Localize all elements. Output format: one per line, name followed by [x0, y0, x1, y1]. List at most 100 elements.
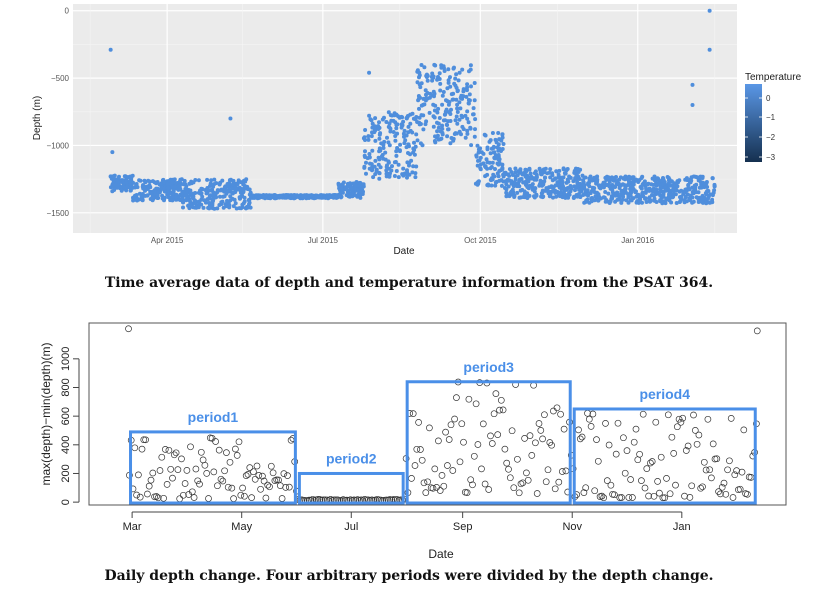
depth-point: [689, 178, 694, 183]
depth-point: [362, 164, 367, 169]
daily-change-point: [576, 435, 584, 443]
daily-change-point: [632, 425, 640, 433]
depth-point: [467, 69, 471, 74]
depth-point: [196, 178, 201, 183]
daily-change-point: [278, 495, 286, 502]
depth-point: [572, 169, 577, 173]
daily-change-point: [210, 468, 218, 476]
daily-change-point: [411, 462, 419, 469]
depth-point: [493, 167, 497, 171]
daily-change-point: [722, 490, 730, 498]
depth-point: [287, 195, 292, 200]
depth-point: [613, 191, 618, 196]
depth-point: [177, 186, 182, 191]
daily-change-point: [614, 419, 622, 427]
depth-point: [702, 195, 707, 200]
depth-point: [212, 206, 217, 211]
daily-change-point: [136, 493, 144, 501]
depth-point: [594, 179, 599, 184]
depth-point: [131, 180, 135, 185]
depth-point: [384, 120, 389, 124]
depth-point: [359, 189, 364, 194]
depth-point: [438, 129, 443, 134]
depth-point: [412, 140, 416, 145]
depth-point: [392, 174, 397, 178]
depth-point: [440, 123, 445, 128]
depth-point: [417, 120, 422, 125]
depth-point: [382, 139, 387, 144]
depth-point: [587, 200, 592, 205]
daily-change-point: [704, 415, 712, 423]
x-axis-ticks: Mar May Jul Sep Nov Jan: [123, 511, 691, 533]
depth-point: [309, 193, 314, 198]
depth-point: [483, 174, 488, 179]
daily-change-point: [219, 477, 227, 485]
depth-point: [489, 183, 494, 188]
daily-change-point: [535, 420, 543, 427]
depth-point: [517, 184, 522, 189]
depth-point: [690, 185, 695, 190]
depth-point: [478, 146, 483, 151]
depth-point: [127, 179, 132, 183]
depth-point: [427, 110, 432, 115]
depth-point: [561, 166, 566, 171]
depth-point: [396, 162, 401, 167]
daily-change-point: [575, 426, 582, 434]
daily-change-point: [158, 453, 166, 461]
depth-point: [696, 176, 701, 180]
x-tick-label: Sep: [453, 521, 473, 533]
daily-change-point: [505, 465, 512, 473]
depth-point: [625, 183, 630, 188]
depth-point: [710, 176, 715, 181]
depth-point: [453, 118, 458, 123]
daily-change-point: [463, 489, 471, 496]
depth-point: [326, 194, 331, 199]
depth-point: [509, 191, 514, 196]
depth-point: [457, 100, 462, 105]
daily-change-point: [190, 494, 198, 501]
depth-point: [514, 183, 519, 188]
depth-point: [418, 141, 423, 146]
depth-point: [188, 191, 193, 196]
depth-point: [377, 136, 382, 141]
daily-change-point: [699, 483, 706, 491]
depth-point: [212, 191, 217, 196]
depth-point: [670, 188, 675, 193]
depth-point: [449, 136, 454, 140]
depth-point: [170, 180, 175, 185]
daily-change-point: [257, 485, 264, 493]
depth-point: [500, 135, 505, 140]
depth-point: [710, 200, 715, 205]
depth-point: [454, 72, 459, 77]
depth-point: [494, 179, 499, 184]
depth-point: [160, 196, 165, 201]
depth-point: [596, 183, 601, 188]
depth-point: [499, 183, 504, 188]
daily-change-point: [717, 490, 724, 498]
depth-point: [173, 181, 178, 186]
depth-point: [456, 78, 461, 83]
depth-point: [609, 196, 614, 201]
depth-point: [181, 200, 186, 205]
depth-point: [637, 178, 642, 182]
depth-point: [436, 137, 441, 142]
daily-change-point: [426, 424, 433, 432]
daily-change-point: [230, 495, 237, 502]
daily-change-point: [560, 425, 568, 433]
daily-change-point: [648, 458, 656, 465]
depth-point: [468, 63, 473, 68]
daily-change-point: [214, 482, 221, 490]
depth-point: [448, 119, 453, 123]
depth-point: [591, 188, 596, 193]
depth-point: [212, 177, 217, 182]
depth-point: [384, 171, 389, 176]
depth-point: [694, 190, 699, 195]
daily-change-point: [682, 447, 690, 454]
daily-change-point: [429, 484, 437, 492]
depth-point: [565, 186, 570, 190]
depth-point: [497, 157, 502, 162]
depth-point: [628, 185, 633, 189]
depth-point: [398, 142, 403, 147]
depth-point: [189, 181, 194, 186]
depth-point: [218, 181, 222, 186]
